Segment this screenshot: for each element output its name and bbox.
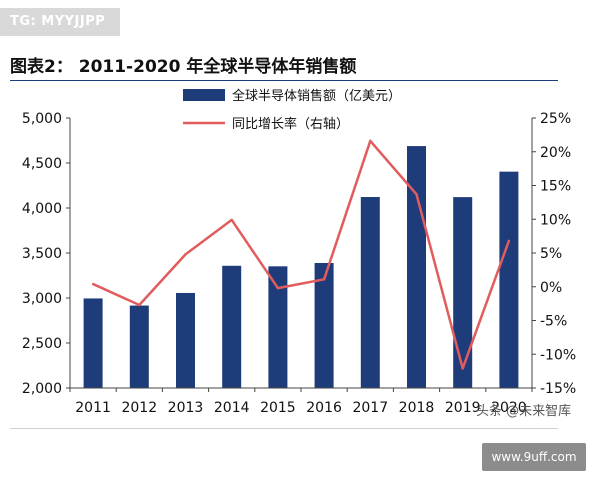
y-right-tick-label: 25% — [540, 111, 571, 127]
x-tick-label-2013: 2013 — [168, 400, 204, 416]
y-left-tick-label: 3,500 — [22, 246, 62, 262]
y-right-tick-label: 20% — [540, 145, 571, 161]
bar-2014 — [222, 265, 242, 388]
growth-point-2019 — [461, 367, 464, 370]
y-right-tick-label: 10% — [540, 212, 571, 228]
growth-point-2017 — [369, 139, 372, 143]
legend-bar-swatch — [183, 89, 225, 101]
chart-title: 图表2： 2011-2020 年全球半导体年销售额 — [10, 57, 357, 77]
x-tick-label-2014: 2014 — [214, 400, 250, 416]
x-tick-label-2016: 2016 — [306, 400, 342, 416]
x-tick-label-2015: 2015 — [260, 400, 296, 416]
bar-2011 — [83, 298, 103, 388]
growth-point-2013 — [184, 253, 187, 256]
bar-2015 — [268, 266, 288, 388]
y-right-tick-label: -10% — [540, 347, 576, 363]
y-right-tick-label: 0% — [540, 280, 562, 296]
growth-point-2018 — [415, 193, 418, 196]
x-tick-label-2017: 2017 — [352, 400, 388, 416]
x-tick-label-2019: 2019 — [445, 400, 481, 416]
y-left-tick-label: 4,000 — [22, 201, 62, 217]
y-right-tick-label: 15% — [540, 179, 571, 195]
y-left-tick-label: 2,000 — [22, 381, 62, 397]
growth-point-2011 — [91, 282, 95, 286]
legend-bar-label: 全球半导体销售额（亿美元） — [232, 88, 401, 104]
y-right-tick-label: 5% — [540, 246, 562, 262]
bar-2017 — [360, 197, 380, 388]
y-left-tick-label: 4,500 — [22, 156, 62, 172]
growth-rate-line — [92, 139, 511, 370]
x-tick-label-2012: 2012 — [121, 400, 157, 416]
growth-point-2020 — [507, 239, 511, 243]
y-right-tick-label: -5% — [540, 314, 567, 330]
bar-2020 — [499, 171, 519, 388]
x-tick-label-2018: 2018 — [399, 400, 435, 416]
source-watermark: 头条 @未来智库 — [476, 404, 572, 419]
site-badge: www.9uff.com — [482, 443, 586, 471]
y-left-tick-label: 3,000 — [22, 291, 62, 307]
growth-point-2015 — [276, 286, 280, 290]
bar-2016 — [314, 262, 334, 388]
title-divider — [10, 80, 558, 81]
y-left-tick-label: 2,500 — [22, 336, 62, 352]
y-left-tick-label: 5,000 — [22, 111, 62, 127]
x-tick-label-2020: 2020 — [491, 400, 527, 416]
growth-point-2016 — [322, 278, 326, 281]
bar-2013 — [176, 292, 195, 388]
watermark-tag: TG: MYYJJPP — [0, 8, 120, 36]
bar-2018 — [407, 146, 426, 388]
growth-point-2014 — [230, 218, 233, 222]
bar-2012 — [129, 305, 149, 388]
bottom-divider — [10, 428, 558, 429]
growth-point-2012 — [138, 303, 141, 307]
bar-2019 — [453, 197, 473, 388]
y-right-tick-label: -15% — [540, 381, 576, 397]
legend-line-label: 同比增长率（右轴） — [232, 116, 349, 132]
x-tick-label-2011: 2011 — [75, 400, 111, 416]
